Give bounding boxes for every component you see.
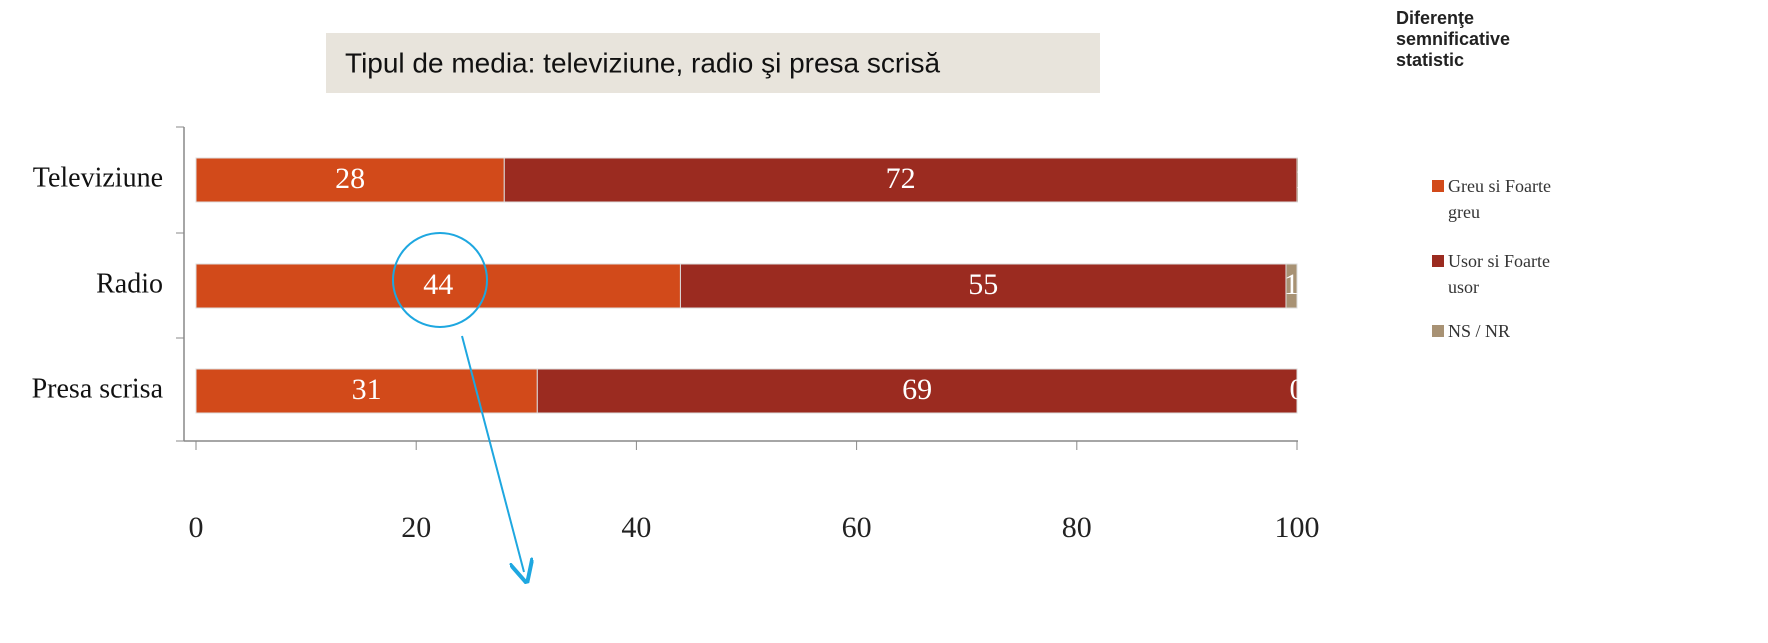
x-tick-label: 60 (842, 511, 872, 544)
legend-label: NS / NR (1448, 321, 1511, 341)
legend-swatch (1432, 180, 1444, 192)
y-tick-label: Presa scrisa (32, 373, 164, 404)
x-tick-label: 20 (401, 511, 431, 544)
x-tick-label: 0 (189, 511, 204, 544)
legend-label: Usor si Foarte usor (1448, 251, 1550, 297)
value-label: 72 (886, 162, 916, 195)
value-label: 0 (1290, 373, 1305, 406)
bar-segment (536, 368, 1298, 414)
legend-swatch (1432, 325, 1444, 337)
chart-title: Tipul de media: televiziune, radio şi pr… (345, 47, 940, 78)
value-label: 1 (1284, 268, 1299, 301)
legend-label: Greu si Foarte greu (1448, 176, 1551, 222)
value-label: 31 (352, 373, 382, 406)
arrow (461, 335, 524, 572)
legend-swatch (1432, 255, 1444, 267)
bar-segment (195, 263, 681, 309)
value-label: 1 (1295, 162, 1310, 195)
legend-item: Usor si Foarte usor (1432, 248, 1572, 300)
plot-area: 28 72 1 44 55 1 31 69 0 (195, 157, 1310, 414)
legend-item: NS / NR (1432, 318, 1572, 344)
x-tick-label: 40 (621, 511, 651, 544)
bar-segment (195, 157, 505, 203)
title-box (326, 33, 1100, 93)
y-tick-label: Radio (96, 268, 163, 299)
bar-segment (679, 263, 1287, 309)
x-tick-label: 100 (1275, 511, 1320, 544)
legend-item: Greu si Foarte greu (1432, 173, 1572, 225)
value-label: 44 (423, 268, 453, 301)
x-tick-label: 80 (1062, 511, 1092, 544)
highlight-circle (392, 232, 488, 328)
value-label: 69 (902, 373, 932, 406)
value-label: 28 (335, 162, 365, 195)
bar-segment (1296, 157, 1298, 203)
y-tick-label: Televiziune (33, 162, 163, 193)
annotation: Diferenţe semnificative statistic (1396, 8, 1511, 70)
value-label: 55 (968, 268, 998, 301)
bar-segment (1285, 263, 1298, 309)
bar-segment (503, 157, 1298, 203)
